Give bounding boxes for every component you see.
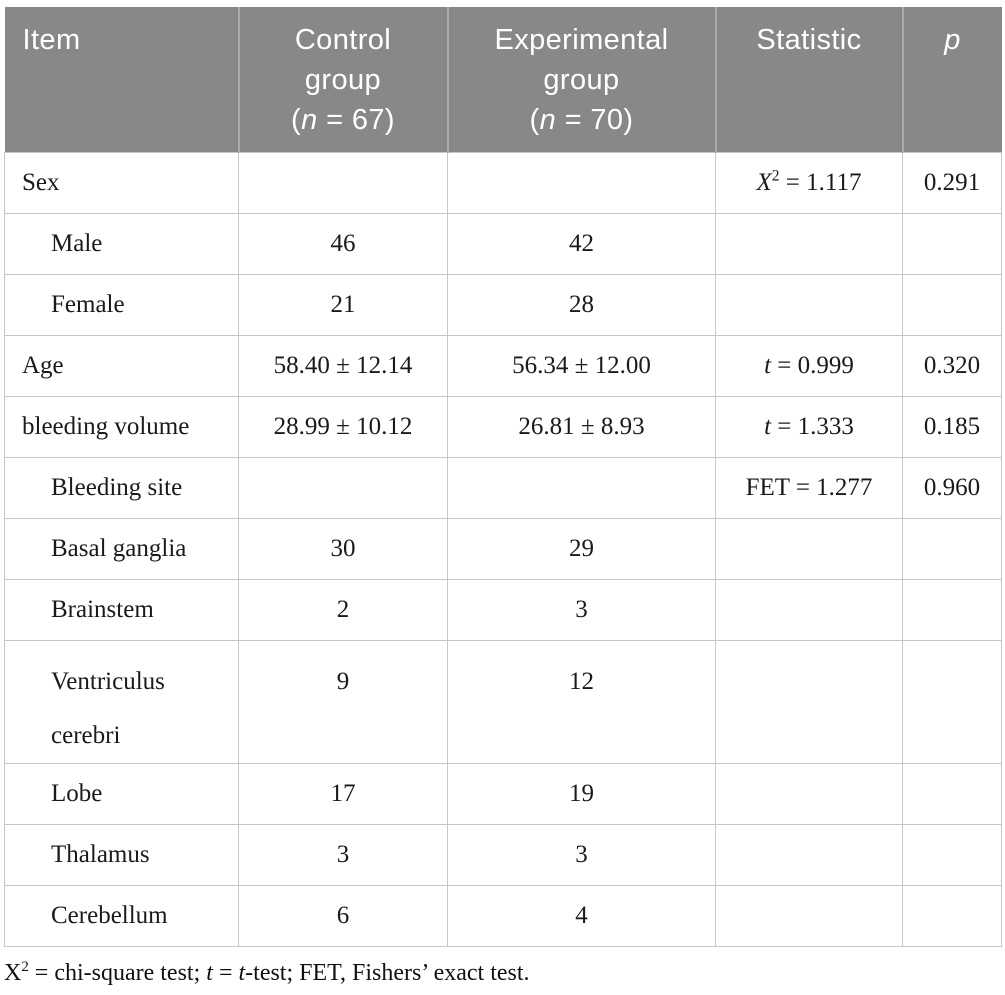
header-cell-experimental: Experimental group (n = 70) xyxy=(446,7,716,152)
header-line: Experimental xyxy=(494,24,669,56)
cell-item: Male xyxy=(4,212,239,275)
cell-control-value: 46 xyxy=(238,212,448,275)
cell-item: Ventriculus cerebri xyxy=(4,639,239,764)
cell-experimental-value: 26.81 ± 8.93 xyxy=(447,395,716,458)
cell-control-value xyxy=(238,151,448,214)
cell-experimental-value: 56.34 ± 12.00 xyxy=(447,334,716,397)
cell-statistic xyxy=(715,762,903,825)
table-row: Brainstem 2 3 xyxy=(4,578,1002,641)
table-row: Age 58.40 ± 12.14 56.34 ± 12.00 t = 0.999 0.… xyxy=(4,334,1002,397)
table-row: Female 21 28 xyxy=(4,273,1002,336)
table-body: Sex X2 = 1.117 0.291 Male 46 42 Female 21 28 Age 5… xyxy=(4,151,1002,947)
cell-item: Lobe xyxy=(4,762,239,825)
cell-statistic xyxy=(715,639,903,764)
table-row: Basal ganglia 30 29 xyxy=(4,517,1002,580)
cell-statistic: t = 0.999 xyxy=(715,334,903,397)
cell-statistic xyxy=(715,823,903,886)
cell-p-value xyxy=(902,823,1002,886)
header-line: (n = 70) xyxy=(529,104,634,136)
cell-statistic: FET = 1.277 xyxy=(715,456,903,519)
cell-experimental-value: 42 xyxy=(447,212,716,275)
cell-p-value xyxy=(902,762,1002,825)
cell-statistic xyxy=(715,578,903,641)
cell-statistic: X2 = 1.117 xyxy=(715,151,903,214)
cell-p-value: 0.291 xyxy=(902,151,1002,214)
cell-p-value xyxy=(902,639,1002,764)
cell-p-value xyxy=(902,517,1002,580)
table-header-row: Item Control group (n = 67) Experimental grou… xyxy=(4,7,1002,152)
cell-experimental-value: 19 xyxy=(447,762,716,825)
cell-experimental-value xyxy=(447,456,716,519)
cell-control-value: 9 xyxy=(238,639,448,764)
cell-p-value: 0.960 xyxy=(902,456,1002,519)
cell-statistic xyxy=(715,212,903,275)
table-header: Item Control group (n = 67) Experimental grou… xyxy=(4,7,1002,152)
cell-item: Age xyxy=(4,334,239,397)
table-footnote: X2 = chi-square test; t = t-test; FET, F… xyxy=(4,958,530,986)
cell-p-value xyxy=(902,884,1002,947)
header-line: group xyxy=(304,64,382,96)
table-row: bleeding volume 28.99 ± 10.12 26.81 ± 8.93… xyxy=(4,395,1002,458)
cell-statistic: t = 1.333 xyxy=(715,395,903,458)
cell-control-value: 6 xyxy=(238,884,448,947)
cell-item: Brainstem xyxy=(4,578,239,641)
cell-item: Bleeding site xyxy=(4,456,239,519)
cell-experimental-value: 3 xyxy=(447,578,716,641)
cell-control-value xyxy=(238,456,448,519)
header-cell-control: Control group (n = 67) xyxy=(237,7,448,152)
cell-control-value: 17 xyxy=(238,762,448,825)
cell-item: Female xyxy=(4,273,239,336)
table-row: Male 46 42 xyxy=(4,212,1002,275)
header-cell-item: Item xyxy=(4,7,239,152)
cell-p-value: 0.185 xyxy=(902,395,1002,458)
cell-control-value: 2 xyxy=(238,578,448,641)
cell-statistic xyxy=(715,273,903,336)
table-row: Sex X2 = 1.117 0.291 xyxy=(4,151,1002,214)
cell-p-value xyxy=(902,212,1002,275)
cell-control-value: 28.99 ± 10.12 xyxy=(238,395,448,458)
header-line: Item xyxy=(22,24,81,56)
cell-statistic xyxy=(715,884,903,947)
cell-p-value: 0.320 xyxy=(902,334,1002,397)
table-row: Ventriculus cerebri 9 12 xyxy=(4,639,1002,764)
cell-item: Thalamus xyxy=(4,823,239,886)
table-row: Cerebellum 6 4 xyxy=(4,884,1002,947)
cell-experimental-value: 3 xyxy=(447,823,716,886)
header-cell-p: p xyxy=(901,7,1002,152)
cell-statistic xyxy=(715,517,903,580)
cell-item: Basal ganglia xyxy=(4,517,239,580)
header-line: p xyxy=(944,24,961,56)
cell-item: Cerebellum xyxy=(4,884,239,947)
header-line: Statistic xyxy=(756,24,862,56)
cell-control-value: 58.40 ± 12.14 xyxy=(238,334,448,397)
header-cell-statistic: Statistic xyxy=(714,7,903,152)
cell-p-value xyxy=(902,273,1002,336)
cell-control-value: 30 xyxy=(238,517,448,580)
table-row: Bleeding site FET = 1.277 0.960 xyxy=(4,456,1002,519)
cell-experimental-value: 12 xyxy=(447,639,716,764)
cell-experimental-value: 28 xyxy=(447,273,716,336)
cell-experimental-value: 4 xyxy=(447,884,716,947)
header-line: group xyxy=(543,64,620,96)
table-row: Lobe 17 19 xyxy=(4,762,1002,825)
cell-experimental-value: 29 xyxy=(447,517,716,580)
header-line: Control xyxy=(294,24,392,56)
paper-table-figure: Item Control group (n = 67) Experimental grou… xyxy=(4,7,1002,988)
baseline-characteristics-table: Item Control group (n = 67) Experimental grou… xyxy=(4,7,1002,947)
cell-experimental-value xyxy=(447,151,716,214)
cell-control-value: 21 xyxy=(238,273,448,336)
cell-item: bleeding volume xyxy=(4,395,239,458)
header-line: (n = 67) xyxy=(291,104,395,136)
table-row: Thalamus 3 3 xyxy=(4,823,1002,886)
cell-control-value: 3 xyxy=(238,823,448,886)
cell-item: Sex xyxy=(4,151,239,214)
cell-p-value xyxy=(902,578,1002,641)
